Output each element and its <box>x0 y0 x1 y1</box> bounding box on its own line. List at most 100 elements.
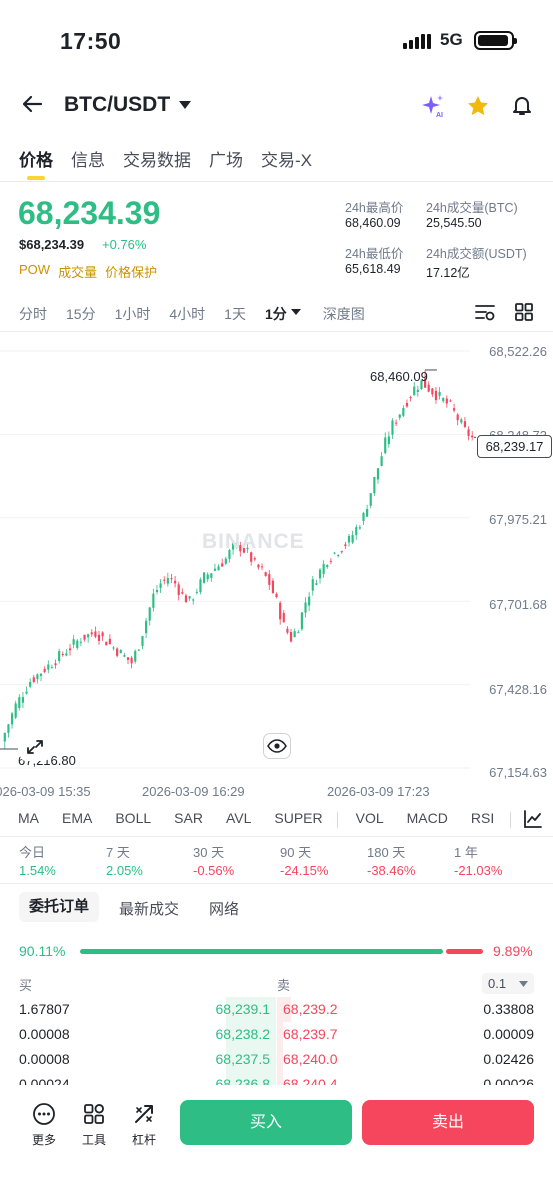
candle-body <box>184 595 188 603</box>
high-marker-label: 68,460.09 <box>370 369 428 384</box>
candle-body <box>398 414 401 418</box>
ask-depth-bar <box>277 1047 283 1072</box>
indicator-vol[interactable]: VOL <box>355 810 384 826</box>
ai-sparkle-icon[interactable]: AI <box>421 94 445 118</box>
tools-button[interactable]: 工具 <box>74 1102 114 1148</box>
tab-info[interactable]: 信息 <box>71 151 105 170</box>
status-time: 17:50 <box>60 28 122 54</box>
ask-depth-bar <box>277 1022 283 1047</box>
tab-square[interactable]: 广场 <box>209 151 243 170</box>
buy-button[interactable]: 买入 <box>180 1100 352 1145</box>
bell-icon[interactable] <box>510 93 534 117</box>
indicator-ema[interactable]: EMA <box>62 810 93 826</box>
stat-volume-usdt-label: 24h成交额(USDT) <box>426 247 527 261</box>
order-book-row[interactable]: 0.00008 68,238.2 68,239.7 0.00009 <box>0 1022 553 1047</box>
candle-body <box>380 456 383 467</box>
candle-body <box>72 639 75 645</box>
candle-body <box>333 552 336 554</box>
indicator-rsi[interactable]: RSI <box>470 810 495 826</box>
ask-price: 68,239.7 <box>283 1026 338 1042</box>
candle-body <box>192 599 195 601</box>
tag-volume[interactable]: 成交量 <box>58 265 98 280</box>
ask-price: 68,240.4 <box>283 1076 338 1085</box>
leverage-button[interactable]: 杠杆 <box>124 1102 164 1148</box>
interval-selected[interactable]: 1分 <box>264 306 287 322</box>
tab-recent-trades[interactable]: 最新成交 <box>119 901 180 918</box>
bid-depth-bar <box>226 1072 276 1085</box>
chevron-down-icon[interactable] <box>290 309 301 315</box>
candle-body <box>452 408 456 411</box>
indicator-settings-icon[interactable] <box>474 302 496 322</box>
indicator-macd[interactable]: MACD <box>406 810 448 826</box>
star-icon[interactable] <box>466 94 490 118</box>
order-book-row[interactable]: 0.00008 68,237.5 68,240.0 0.02426 <box>0 1047 553 1072</box>
pair-selector[interactable]: BTC/USDT <box>64 93 171 116</box>
back-arrow-icon[interactable] <box>20 92 44 116</box>
price-tick: 67,154.63 <box>489 765 547 780</box>
candle-body <box>202 572 206 583</box>
more-button[interactable]: 更多 <box>24 1102 64 1148</box>
tab-trading-data[interactable]: 交易数据 <box>123 151 191 170</box>
candle-body <box>224 558 227 564</box>
tab-network[interactable]: 网络 <box>209 901 240 918</box>
bid-price: 68,239.1 <box>215 1001 271 1017</box>
separator <box>510 812 511 828</box>
cellular-signal-icon <box>403 34 431 49</box>
candle-body <box>235 543 238 548</box>
interval-4h[interactable]: 4小时 <box>169 306 206 322</box>
indicator-avl[interactable]: AVL <box>225 810 252 826</box>
precision-value: 0.1 <box>488 976 507 991</box>
candle-body <box>108 638 111 644</box>
tab-price[interactable]: 价格 <box>19 151 53 170</box>
candle-body <box>438 391 441 396</box>
candle-body <box>456 414 459 421</box>
divider <box>0 883 553 884</box>
perf-value-7d: 2.05% <box>106 863 143 878</box>
candle-body <box>148 607 151 621</box>
sell-button[interactable]: 卖出 <box>362 1100 534 1145</box>
candle-body <box>416 389 419 392</box>
candle-body <box>351 535 354 543</box>
tag-price-protection[interactable]: 价格保护 <box>105 265 158 280</box>
candle-body <box>358 527 361 529</box>
order-book-row[interactable]: 1.67807 68,239.1 68,239.2 0.33808 <box>0 997 553 1022</box>
chart-tools-icon[interactable] <box>522 808 544 830</box>
chevron-down-icon <box>519 981 528 987</box>
tag-pow[interactable]: POW <box>19 262 51 277</box>
fullscreen-button[interactable] <box>20 733 50 761</box>
interval-1d[interactable]: 1天 <box>224 306 246 322</box>
interval-line[interactable]: 分时 <box>19 306 47 322</box>
interval-1h[interactable]: 1小时 <box>114 306 151 322</box>
chevron-down-icon[interactable] <box>179 101 191 109</box>
perf-value-90d: -24.15% <box>280 863 329 878</box>
precision-select[interactable]: 0.1 <box>482 973 534 994</box>
price-chart[interactable] <box>0 333 553 803</box>
candle-body <box>159 583 162 588</box>
divider <box>0 331 553 332</box>
change-percent: +0.76% <box>102 237 147 252</box>
depth-chart-tab[interactable]: 深度图 <box>322 306 365 322</box>
candle-body <box>340 551 343 553</box>
perf-value-1y: -21.03% <box>454 863 503 878</box>
candle-body <box>402 408 405 416</box>
candle-body <box>275 593 278 597</box>
interval-15m[interactable]: 15分 <box>66 306 96 322</box>
price-tick: 67,701.68 <box>489 597 547 612</box>
binance-watermark: BINANCE <box>202 530 305 553</box>
order-book-row[interactable]: 0.00024 68,236.8 68,240.4 0.00026 <box>0 1072 553 1085</box>
indicator-super[interactable]: SUPER <box>274 810 323 826</box>
grid-layout-icon[interactable] <box>515 303 533 321</box>
indicator-boll[interactable]: BOLL <box>115 810 152 826</box>
candle-body <box>126 657 130 660</box>
stat-volume-btc-value: 25,545.50 <box>426 216 482 230</box>
tab-trade-x[interactable]: 交易-X <box>261 151 312 170</box>
indicator-ma[interactable]: MA <box>18 810 39 826</box>
visibility-toggle-button[interactable] <box>263 733 291 759</box>
candle-body <box>347 535 351 543</box>
candle-body <box>112 647 115 649</box>
indicator-sar[interactable]: SAR <box>174 810 203 826</box>
tab-order-book[interactable]: 委托订单 <box>19 892 99 922</box>
candle-body <box>246 547 249 549</box>
bid-quantity: 0.00008 <box>19 1026 70 1042</box>
candle-body <box>431 388 434 395</box>
